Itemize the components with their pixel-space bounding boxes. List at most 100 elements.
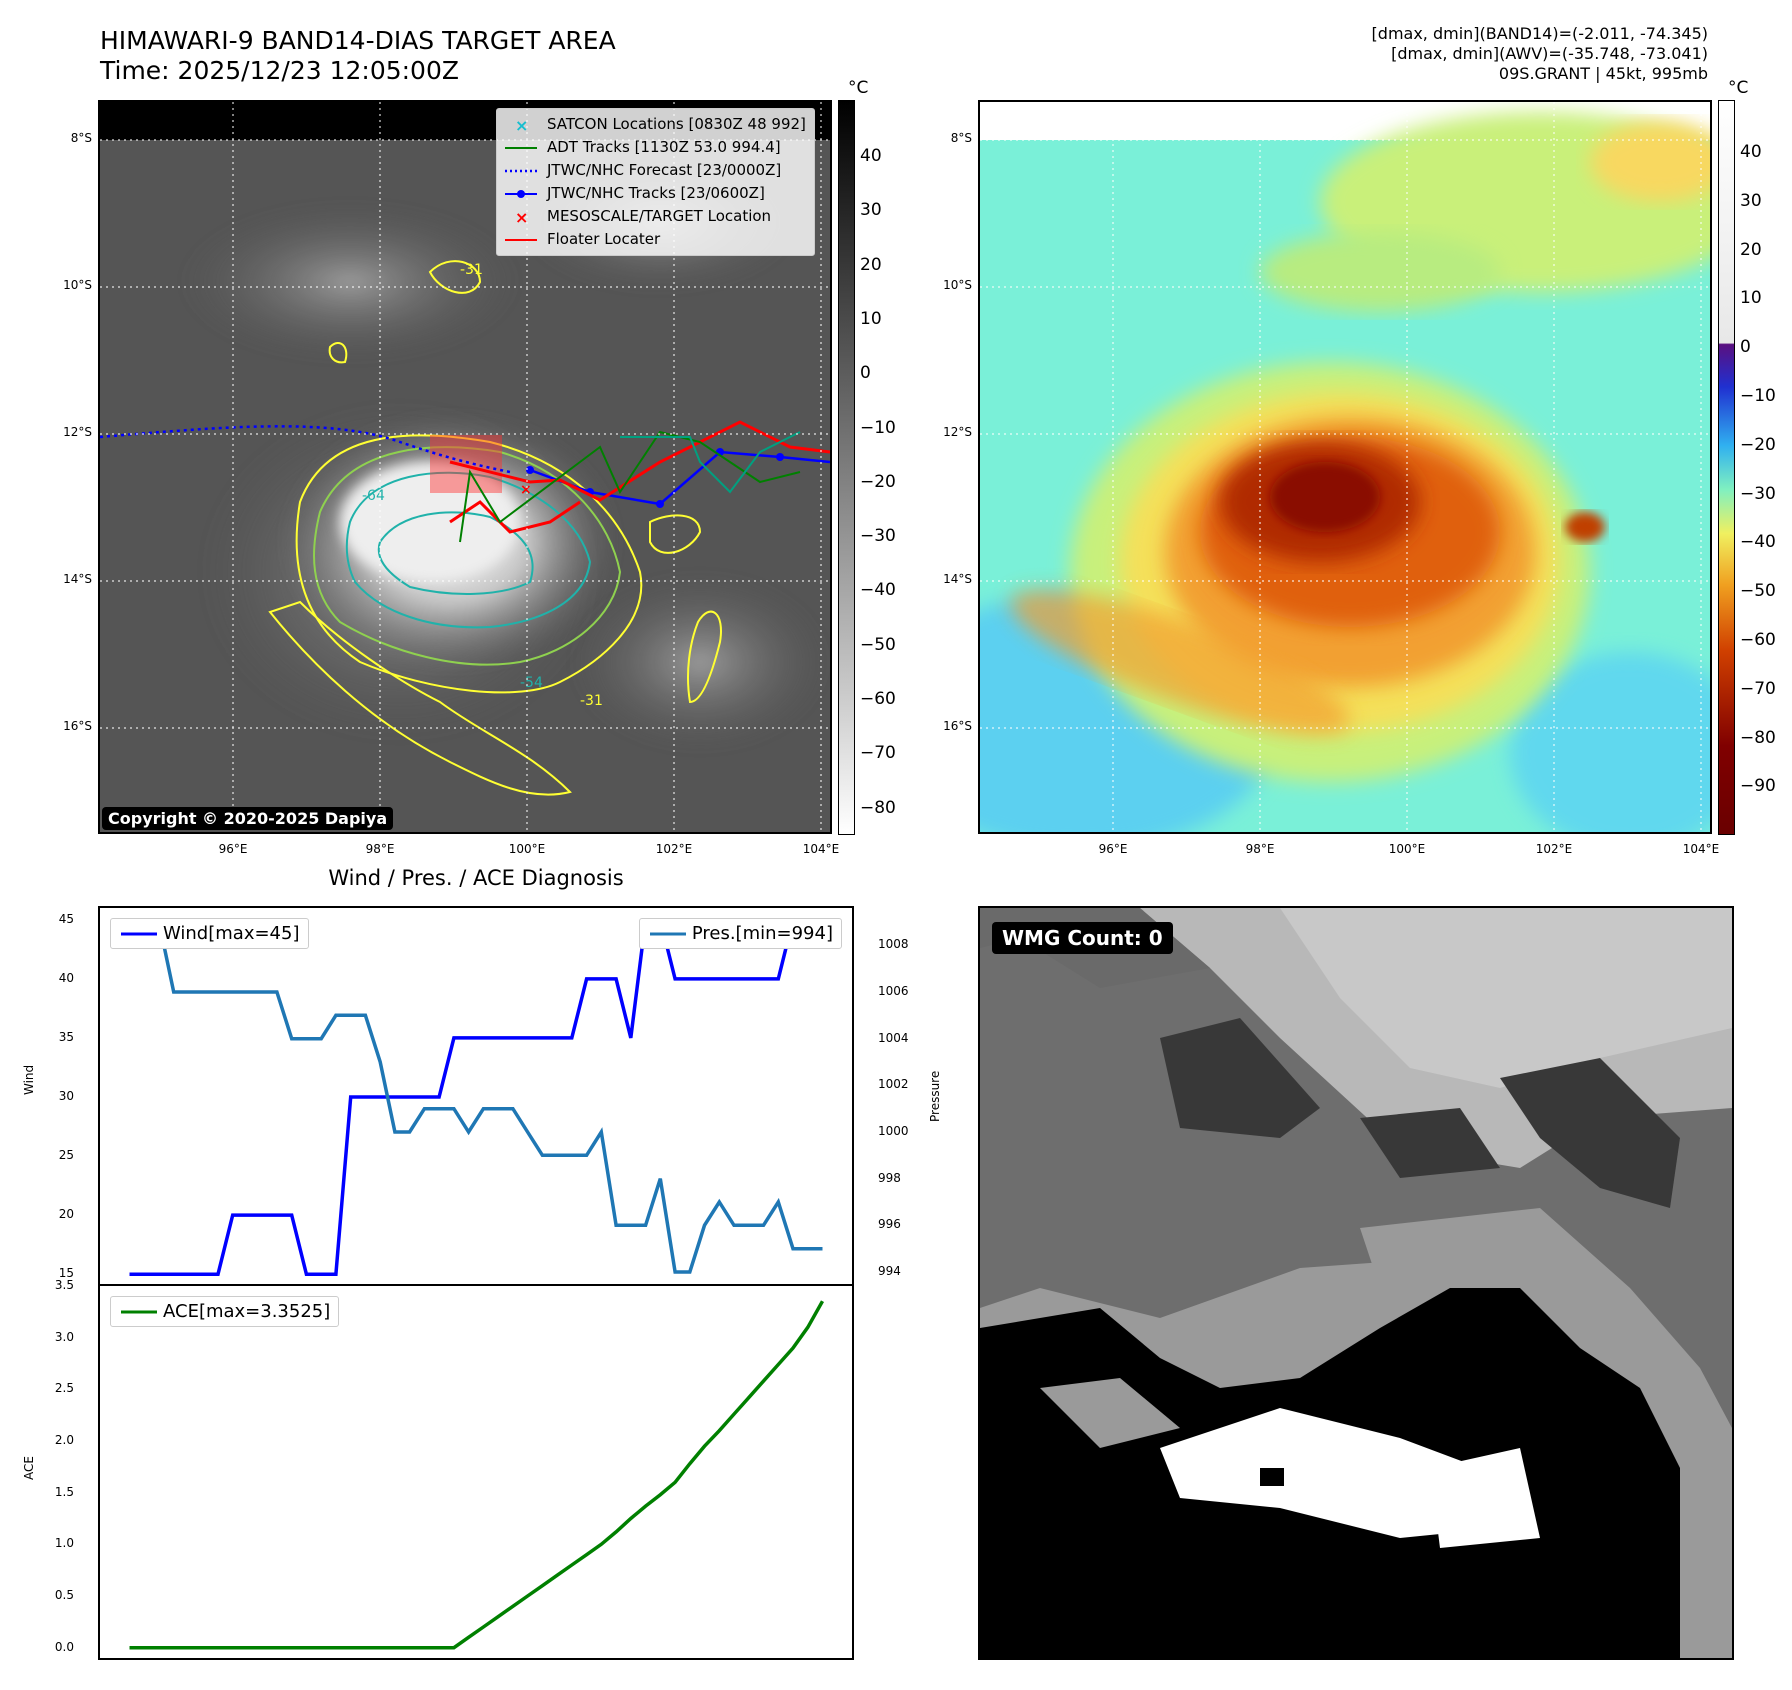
colorbar2-tick-label: −90 — [1740, 776, 1776, 797]
colorbar2-tick-label: −20 — [1740, 434, 1776, 455]
colorbar1-tick-label: −70 — [860, 743, 896, 764]
map-gridlines — [980, 102, 1710, 832]
track-line-icon — [503, 184, 539, 204]
pressure-tick-label: 1000 — [878, 1124, 909, 1138]
lat-tick-label: 8°S — [950, 131, 972, 145]
pressure-axis-label: Pressure — [928, 1070, 942, 1122]
ace-tick-label: 0.5 — [54, 1588, 74, 1602]
contour-label: -54 — [520, 675, 543, 691]
diagnosis-title: Wind / Pres. / ACE Diagnosis — [328, 866, 624, 890]
floater-line-icon — [503, 230, 539, 250]
colorbar2-tick-label: −60 — [1740, 630, 1776, 650]
ace-chart: ACE[max=3.3525] — [98, 1284, 854, 1660]
colorbar1-tick-label: 40 — [860, 146, 882, 166]
contour-label: -64 — [362, 488, 385, 504]
legend-label: JTWC/NHC Forecast [23/0000Z] — [547, 161, 782, 179]
pressure-legend: Pres.[min=994] — [638, 918, 842, 949]
colorbar2-tick-label: −30 — [1740, 483, 1776, 504]
colorbar2-tick-label: 40 — [1740, 142, 1762, 162]
ace-legend-label: ACE[max=3.3525] — [163, 1301, 331, 1322]
pressure-tick-label: 1006 — [878, 984, 909, 998]
colorbar1-tick-label: −60 — [860, 689, 896, 709]
colorbar2-unit: °C — [1728, 78, 1749, 98]
ace-tick-label: 1.0 — [54, 1536, 74, 1551]
target-marker-icon: × — [503, 207, 539, 227]
ace-tick-label: 0.0 — [54, 1639, 74, 1654]
ace-tick-label: 1.5 — [54, 1484, 74, 1499]
colorbar1-unit: °C — [848, 78, 869, 98]
ace-tick-label: 3.0 — [54, 1329, 74, 1344]
wmg-count-badge: WMG Count: 0 — [992, 922, 1173, 954]
colorbar2-tick-label: 30 — [1740, 190, 1762, 211]
lon-tick-label: 96°E — [218, 842, 248, 856]
colorbar2-tick-label: −80 — [1740, 727, 1776, 748]
wind-tick-label: 30 — [58, 1089, 74, 1103]
wmg-panel: WMG Count: 0 — [978, 906, 1734, 1660]
pressure-tick-label: 994 — [878, 1264, 901, 1278]
ace-plot — [129, 1300, 825, 1650]
colorbar1-tick-label: −30 — [860, 526, 896, 547]
wind-legend-label: Wind[max=45] — [163, 923, 300, 944]
lon-tick-label: 104°E — [802, 842, 840, 856]
legend-label: JTWC/NHC Tracks [23/0600Z] — [547, 184, 765, 202]
colorbar1-tick-label: 0 — [860, 363, 871, 384]
contour-label: -31 — [460, 262, 483, 278]
wind-tick-label: 20 — [58, 1207, 74, 1222]
wind-axis-label: Wind — [22, 1064, 36, 1095]
forecast-line-icon — [503, 161, 539, 181]
satcon-marker-icon: × — [503, 115, 539, 135]
svg-text:×: × — [520, 482, 532, 498]
lat-tick-label: 12°S — [943, 425, 972, 439]
colorbar2-tick-label: 20 — [1740, 239, 1762, 260]
colorbar2-tick-label: −40 — [1740, 532, 1776, 553]
wmg-image — [980, 908, 1732, 1658]
lat-tick-label: 14°S — [943, 572, 972, 586]
target-box — [430, 435, 502, 493]
lat-tick-label: 8°S — [70, 131, 92, 145]
wind-pressure-plot — [129, 918, 823, 1276]
lon-tick-label: 104°E — [1682, 842, 1720, 856]
lat-tick-label: 10°S — [943, 278, 972, 292]
pressure-line-icon — [648, 924, 686, 944]
pressure-tick-label: 1008 — [878, 937, 909, 952]
adt-line-icon — [503, 138, 539, 158]
contour-lightgreen — [313, 446, 622, 666]
chart-time: Time: 2025/12/23 12:05:00Z — [100, 56, 459, 85]
lon-tick-label: 100°E — [1388, 842, 1426, 856]
info-awv: [dmax, dmin](AWV)=(-35.748, -73.041) — [1391, 44, 1708, 63]
pressure-legend-label: Pres.[min=994] — [691, 923, 833, 944]
wind-pressure-chart: Wind[max=45] Pres.[min=994] — [98, 906, 854, 1286]
colorbar2-tick-label: 0 — [1740, 337, 1751, 358]
colorbar2-tick-label: −10 — [1740, 386, 1776, 406]
colorbar2 — [1718, 100, 1735, 835]
lat-tick-label: 16°S — [63, 719, 92, 733]
colorbar1-tick-label: −10 — [860, 417, 896, 438]
wind-legend: Wind[max=45] — [110, 918, 309, 949]
lat-tick-label: 14°S — [63, 572, 92, 586]
ace-tick-label: 2.0 — [54, 1433, 74, 1447]
colorbar1-tick-label: −20 — [860, 471, 896, 492]
copyright-badge: Copyright © 2020-2025 Dapiya — [102, 807, 394, 830]
lon-tick-label: 100°E — [508, 842, 546, 856]
info-storm: 09S.GRANT | 45kt, 995mb — [1498, 64, 1708, 83]
pressure-tick-label: 998 — [878, 1170, 901, 1185]
ace-axis-label: ACE — [22, 1456, 36, 1480]
pressure-series-line — [129, 920, 823, 1274]
awv-map-panel — [978, 100, 1712, 834]
ace-line-icon — [119, 1302, 157, 1322]
legend-label: SATCON Locations [0830Z 48 992] — [547, 115, 806, 133]
chart-title: HIMAWARI-9 BAND14-DIAS TARGET AREA — [100, 26, 616, 55]
pressure-tick-label: 1004 — [878, 1030, 909, 1045]
colorbar1-tick-label: 10 — [860, 308, 882, 329]
colorbar2-tick-label: 10 — [1740, 288, 1762, 309]
legend-label: ADT Tracks [1130Z 53.0 994.4] — [547, 138, 781, 156]
lat-tick-label: 12°S — [63, 425, 92, 439]
info-band14: [dmax, dmin](BAND14)=(-2.011, -74.345) — [1371, 24, 1708, 43]
wind-tick-label: 15 — [58, 1266, 74, 1281]
ace-tick-label: 2.5 — [54, 1381, 74, 1396]
wind-tick-label: 45 — [58, 911, 74, 926]
ace-series-line — [129, 1300, 825, 1650]
colorbar1-tick-label: −40 — [860, 580, 896, 601]
track-lines: × — [100, 420, 830, 543]
colorbar1-tick-label: −50 — [860, 634, 896, 655]
